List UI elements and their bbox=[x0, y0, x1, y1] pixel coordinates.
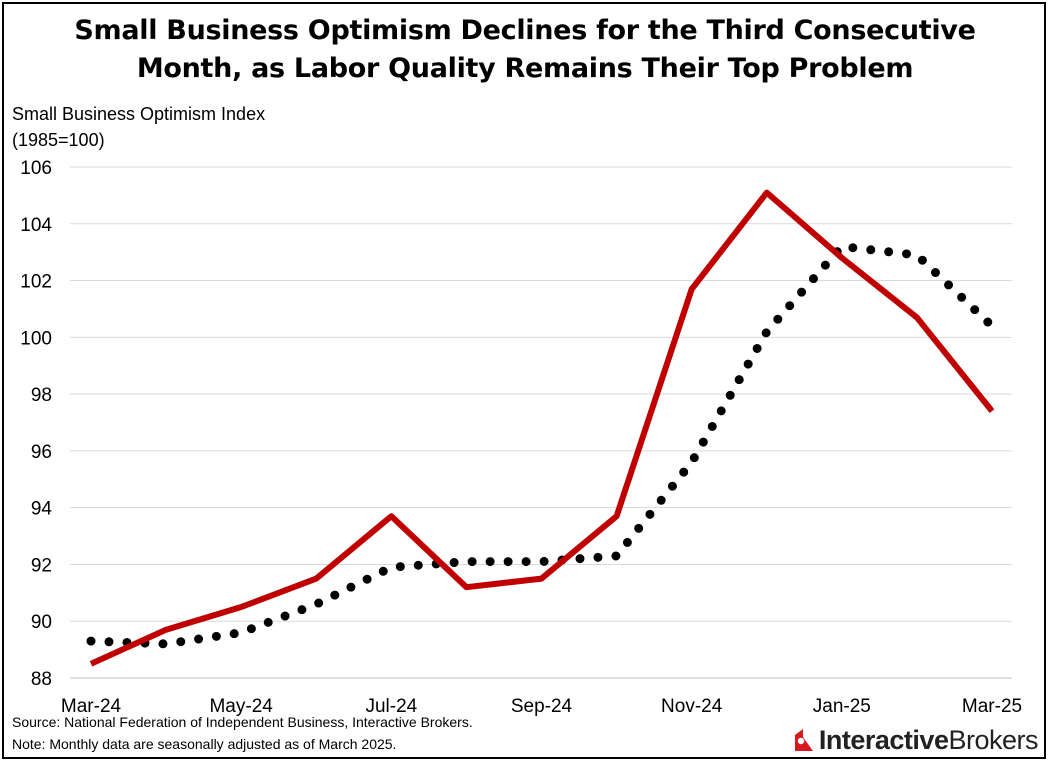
y-tick-label-90: 90 bbox=[31, 612, 52, 633]
y-axis-ticks: 88 90 92 94 96 98 100 102 104 106 bbox=[20, 158, 52, 690]
y-tick-label-106: 106 bbox=[20, 158, 52, 179]
logo-wordmark: InteractiveBrokers bbox=[818, 724, 1039, 756]
brokers-logo-icon bbox=[794, 729, 813, 751]
x-tick-label-May-24: May-24 bbox=[209, 696, 273, 717]
x-tick-label-Mar-25: Mar-25 bbox=[962, 696, 1022, 717]
series-line-3-month-moving-average bbox=[86, 242, 997, 649]
data-note: Note: Monthly data are seasonally adjust… bbox=[12, 736, 397, 752]
interactive-brokers-logo: InteractiveBrokers bbox=[793, 723, 1038, 757]
x-tick-label-Mar-24: Mar-24 bbox=[61, 696, 122, 717]
footer: Source: National Federation of Independe… bbox=[12, 711, 473, 755]
series-group bbox=[86, 189, 997, 667]
y-tick-label-102: 102 bbox=[20, 272, 52, 293]
x-tick-label-Nov-24: Nov-24 bbox=[661, 696, 723, 717]
y-axis-label-line-1: Small Business Optimism Index bbox=[12, 104, 266, 124]
x-tick-label-Sep-24: Sep-24 bbox=[511, 696, 573, 717]
logo-wordmark-regular: Brokers bbox=[948, 724, 1038, 755]
series-line-small-business-optimism-index bbox=[89, 189, 995, 667]
y-tick-label-104: 104 bbox=[20, 215, 52, 236]
chart-title: Small Business Optimism Declines for the… bbox=[0, 12, 1050, 88]
x-tick-label-Jan-25: Jan-25 bbox=[813, 696, 871, 717]
logo-wordmark-bold: Interactive bbox=[818, 724, 949, 755]
y-tick-label-96: 96 bbox=[31, 442, 52, 463]
x-tick-label-Jul-24: Jul-24 bbox=[365, 696, 417, 717]
y-tick-label-100: 100 bbox=[20, 328, 52, 349]
y-tick-label-92: 92 bbox=[31, 555, 52, 576]
source-note: Source: National Federation of Independe… bbox=[12, 714, 473, 730]
y-tick-label-98: 98 bbox=[31, 385, 52, 406]
y-axis-label-line-2: (1985=100) bbox=[12, 130, 105, 150]
chart-title-line-2: Month, as Labor Quality Remains Their To… bbox=[136, 53, 914, 84]
y-axis-label: Small Business Optimism Index (1985=100) bbox=[12, 101, 265, 153]
x-axis-ticks: Mar-24 May-24 Jul-24 Sep-24 Nov-24 Jan-25 Mar-… bbox=[61, 696, 1022, 717]
y-tick-label-94: 94 bbox=[31, 499, 53, 520]
y-tick-label-88: 88 bbox=[31, 669, 52, 690]
gridlines bbox=[70, 166, 1012, 679]
chart-title-line-1: Small Business Optimism Declines for the… bbox=[74, 15, 976, 46]
